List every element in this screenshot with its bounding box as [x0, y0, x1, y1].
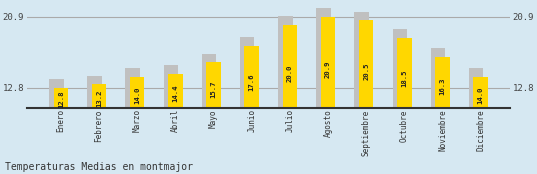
Bar	[92, 84, 106, 174]
Text: 17.6: 17.6	[249, 73, 255, 90]
Bar	[130, 77, 144, 174]
Bar	[282, 25, 297, 174]
Text: 14.0: 14.0	[134, 86, 140, 104]
Bar	[244, 46, 259, 174]
Bar	[206, 62, 221, 174]
Text: Temperaturas Medias en montmajor: Temperaturas Medias en montmajor	[5, 162, 193, 172]
Bar	[168, 74, 183, 174]
Bar	[393, 29, 407, 174]
Bar	[316, 8, 331, 174]
Bar	[397, 38, 412, 174]
Bar	[436, 57, 450, 174]
Text: 14.0: 14.0	[478, 86, 484, 104]
Bar	[125, 69, 140, 174]
Text: 20.5: 20.5	[363, 62, 369, 80]
Bar	[354, 11, 369, 174]
Bar	[278, 16, 293, 174]
Text: 18.5: 18.5	[401, 70, 408, 87]
Bar	[431, 48, 445, 174]
Bar	[49, 79, 63, 174]
Text: 15.7: 15.7	[211, 80, 216, 98]
Text: 12.8: 12.8	[58, 91, 64, 108]
Text: 13.2: 13.2	[96, 89, 102, 107]
Bar	[469, 69, 483, 174]
Bar	[54, 88, 68, 174]
Text: 20.9: 20.9	[325, 61, 331, 78]
Bar	[87, 76, 101, 174]
Bar	[202, 54, 216, 174]
Bar	[240, 37, 255, 174]
Bar	[164, 65, 178, 174]
Text: 16.3: 16.3	[440, 78, 446, 95]
Text: 14.4: 14.4	[172, 85, 178, 102]
Text: 20.0: 20.0	[287, 64, 293, 82]
Bar	[321, 17, 335, 174]
Bar	[474, 77, 488, 174]
Bar	[359, 20, 373, 174]
